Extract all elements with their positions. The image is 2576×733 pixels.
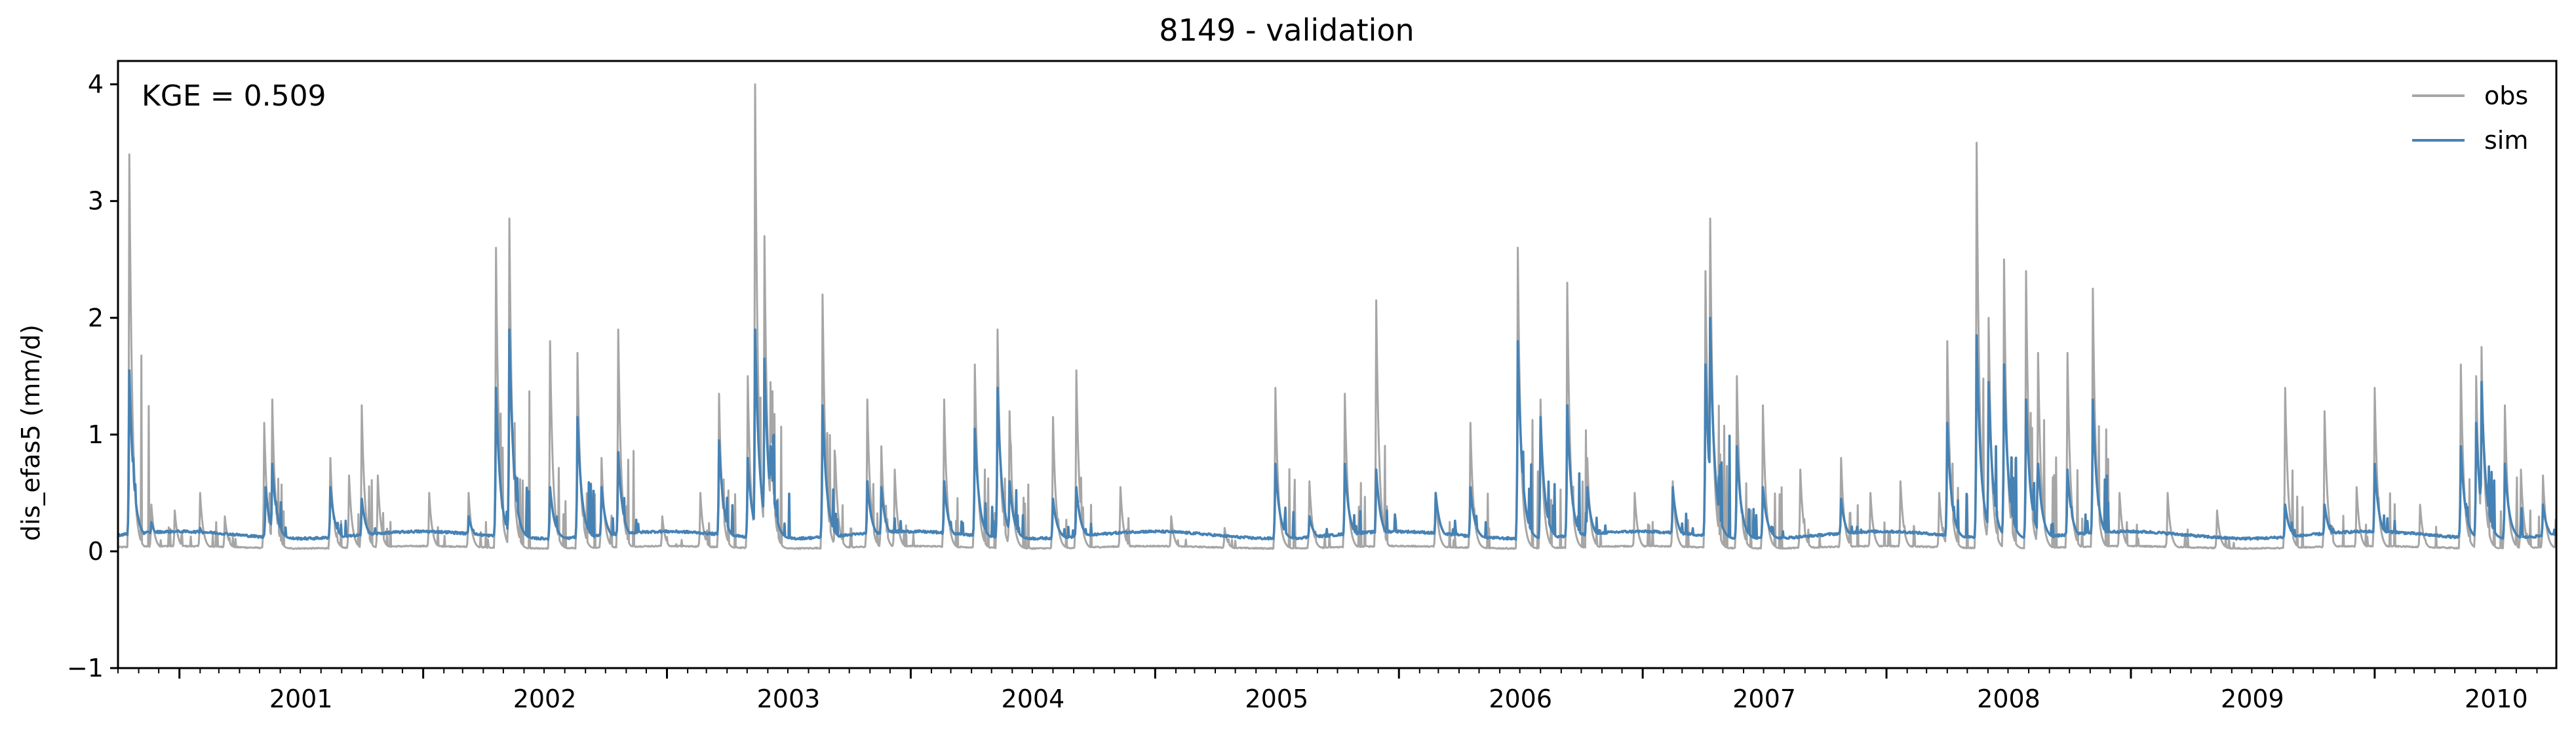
- x-tick-label: 2008: [1977, 684, 2040, 713]
- y-tick-label: 4: [88, 70, 104, 99]
- chart-title: 8149 - validation: [1159, 12, 1414, 48]
- y-tick-label: 3: [88, 187, 104, 216]
- y-tick-label: −1: [67, 654, 104, 683]
- legend-label-sim: sim: [2484, 126, 2528, 155]
- y-tick-label: 0: [88, 537, 104, 566]
- x-tick-label: 2005: [1245, 684, 1308, 713]
- series-line-obs: [117, 83, 2558, 550]
- x-tick-label: 2002: [513, 684, 577, 713]
- x-tick-label: 2003: [757, 684, 821, 713]
- x-tick-label: 2001: [269, 684, 333, 713]
- series-line-sim: [117, 317, 2558, 541]
- y-tick-label: 2: [88, 304, 104, 332]
- x-tick-label: 2007: [1732, 684, 1796, 713]
- x-tick-label: 2006: [1489, 684, 1552, 713]
- legend: obs sim: [2412, 81, 2528, 155]
- x-axis: 2001 2002 2003 2004 2005 2006 2007 2008 2009 2010: [117, 668, 2538, 713]
- y-axis-label: dis_efas5 (mm/d): [16, 325, 45, 541]
- x-tick-label: 2004: [1002, 684, 1065, 713]
- y-tick-label: 1: [88, 420, 104, 449]
- y-axis: −1 0 1 2 3 4: [67, 70, 118, 683]
- kge-annotation: KGE = 0.509: [142, 79, 326, 113]
- x-tick-label: 2010: [2465, 684, 2528, 713]
- legend-label-obs: obs: [2484, 81, 2528, 110]
- x-tick-label: 2009: [2221, 684, 2284, 713]
- plot-series: [117, 83, 2558, 550]
